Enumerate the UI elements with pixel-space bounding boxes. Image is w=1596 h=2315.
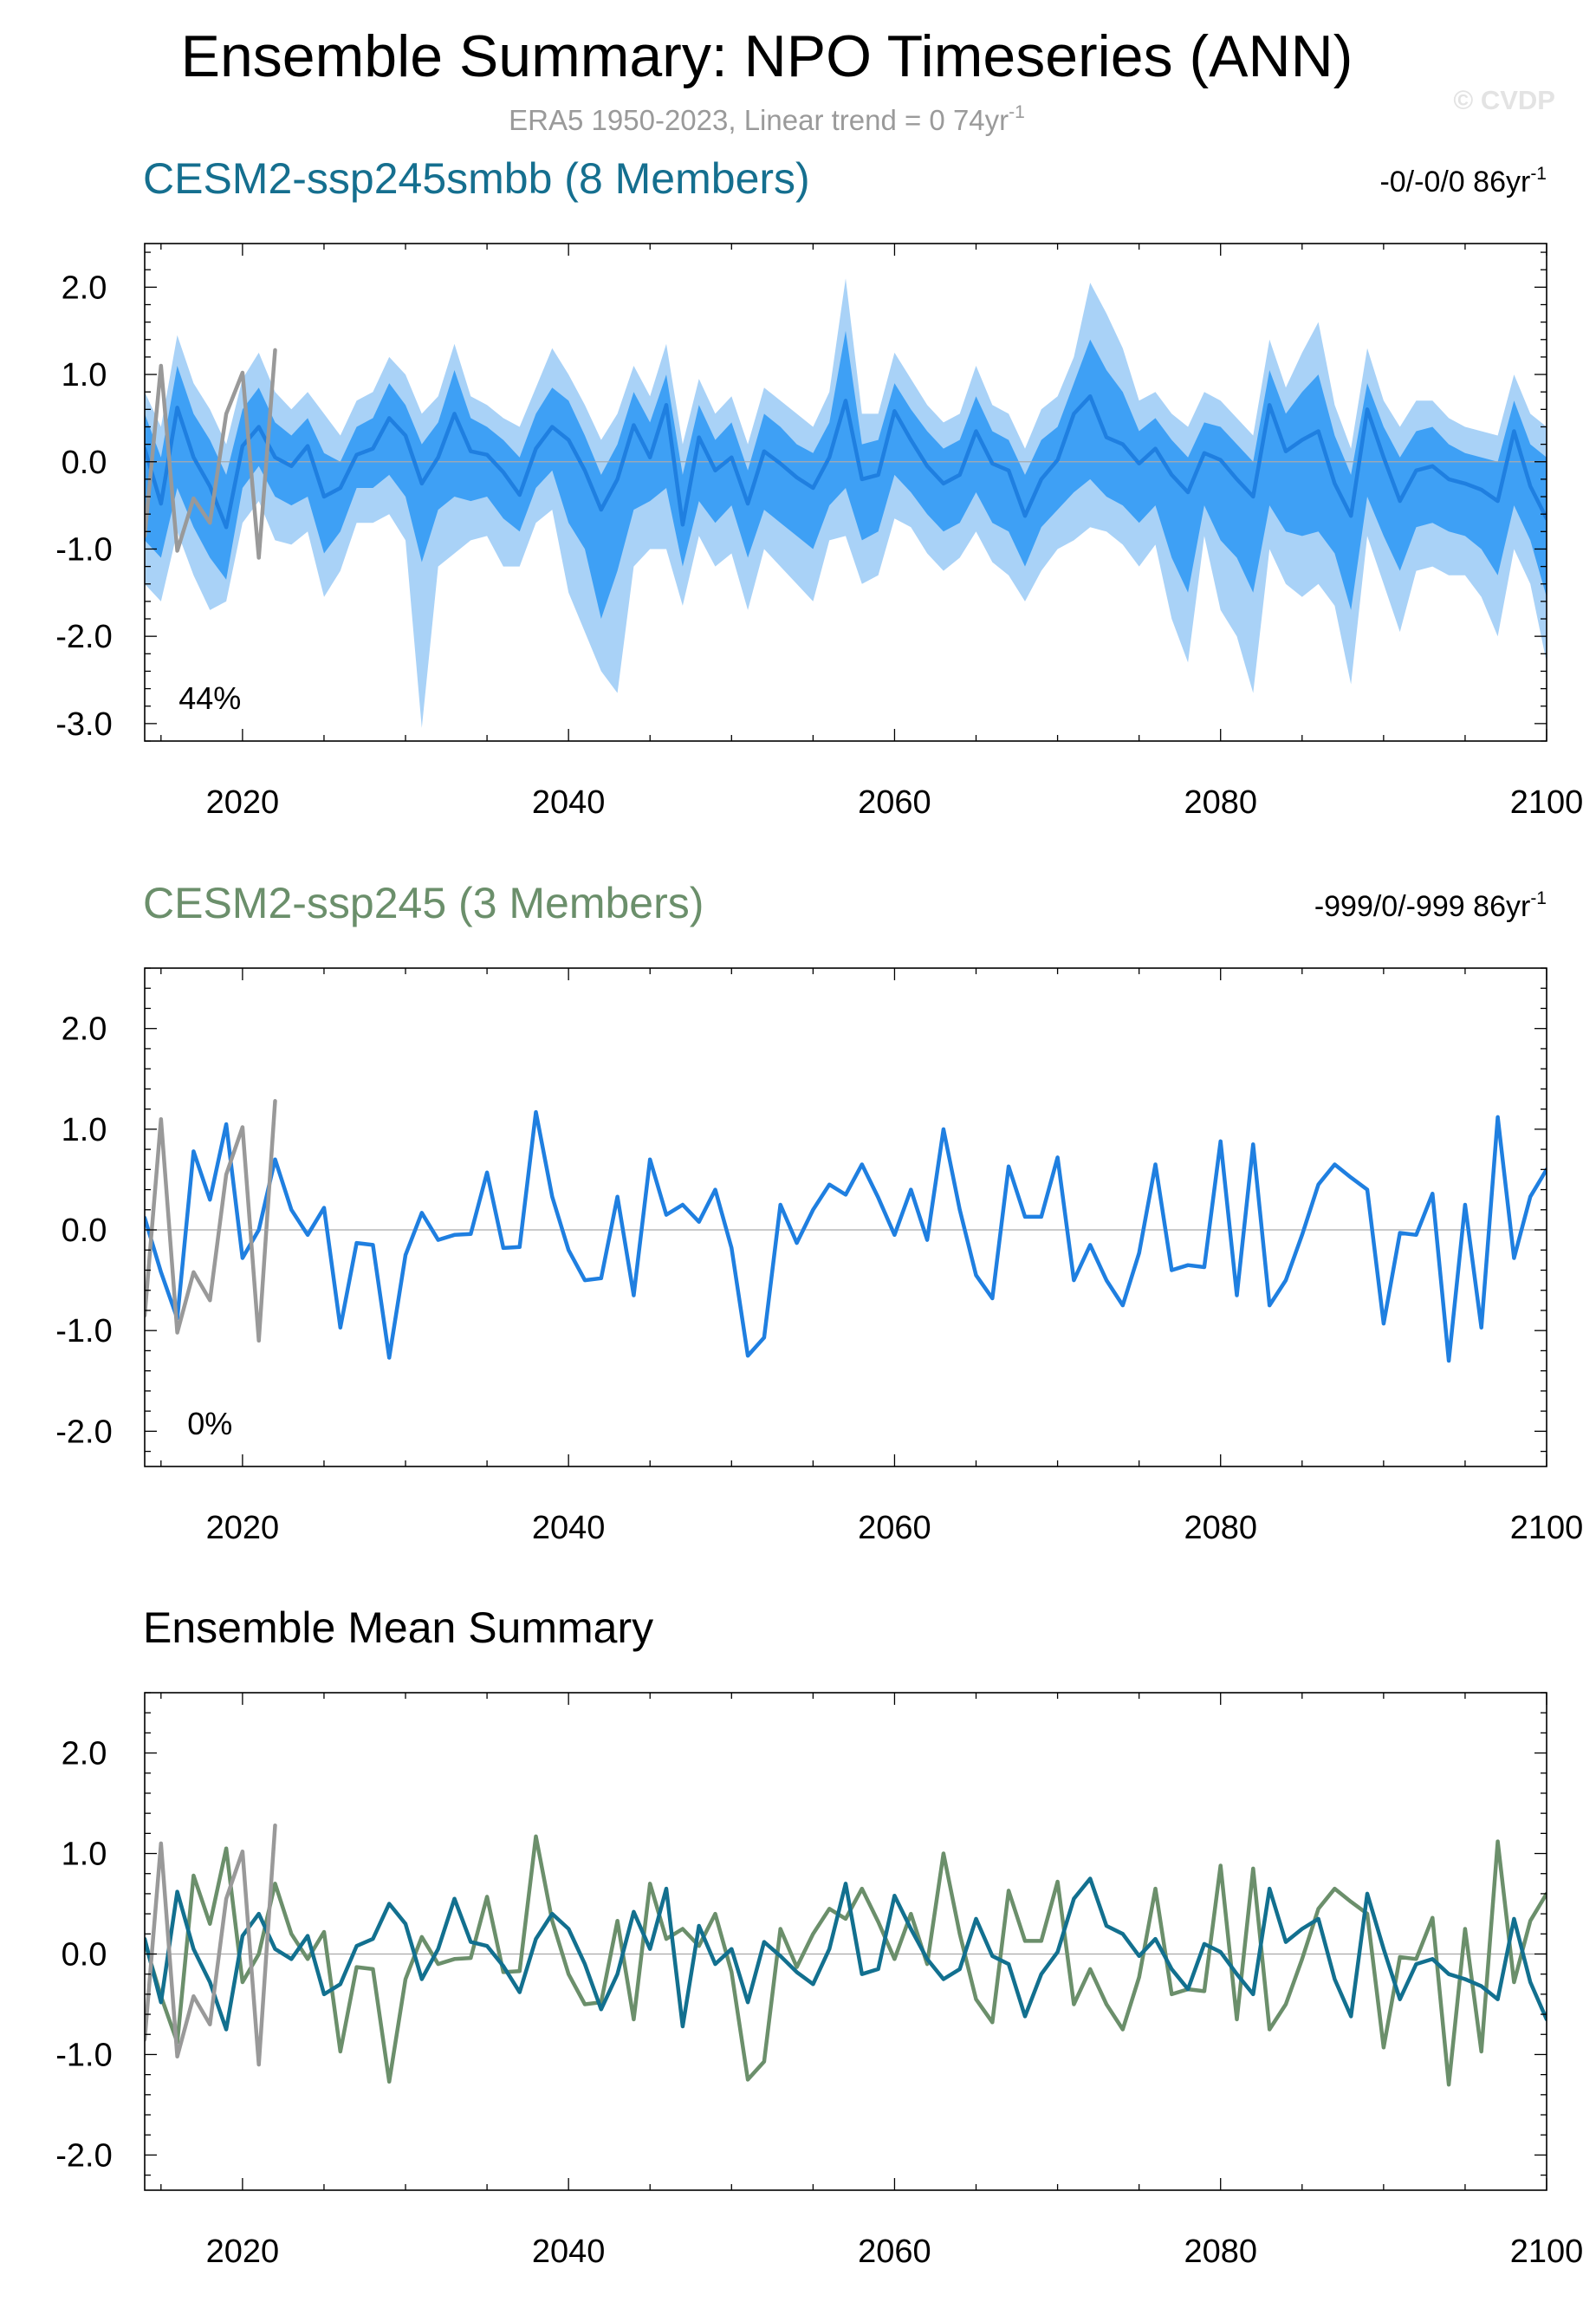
x-tick-label-ssp245: 2040	[532, 1510, 606, 1546]
ensemble-mean-line	[145, 393, 1547, 530]
x-tick-label-ssp245smbb: 2100	[1510, 784, 1584, 821]
y-tick-label-ensemble-mean: 1.0	[62, 1837, 107, 1873]
x-tick-label-ssp245smbb: 2080	[1184, 784, 1257, 821]
panel-trend-ssp245smbb: -0/-0/0 86yr-1	[1379, 164, 1547, 198]
x-tick-label-ssp245: 2020	[206, 1510, 280, 1546]
figure-subtitle: ERA5 1950-2023, Linear trend = 0 74yr-1	[509, 102, 1025, 136]
x-tick-label-ensemble-mean: 2040	[532, 2234, 606, 2270]
members-range-band	[145, 278, 1547, 728]
panel-ssp245smbb: CESM2-ssp245smbb (8 Members) -0/-0/0 86yr…	[55, 154, 1584, 821]
y-axis-ssp245smbb: 2.0 1.0 0.0 -1.0 -2.0 -3.0	[55, 251, 1547, 743]
y-tick-label-ssp245smbb: 1.0	[62, 357, 107, 393]
panel-ensemble-mean: Ensemble Mean Summary 2.0 1.0 0.0 -1.0 -2.0 20…	[55, 1603, 1584, 2270]
plot-frame-ensemble-mean	[144, 1692, 1547, 2191]
era5-obs-line	[145, 1823, 277, 2067]
x-tick-label-ssp245smbb: 2040	[532, 784, 606, 821]
y-tick-label-ssp245smbb: -2.0	[55, 619, 112, 655]
y-tick-label-ssp245smbb: 0.0	[62, 445, 107, 481]
x-tick-label-ssp245smbb: 2020	[206, 784, 280, 821]
ssp245-mean-line	[145, 1109, 1547, 1363]
trend-text-ssp245smbb: -0/-0/0 86yr	[1379, 166, 1530, 198]
ssp245-ensemble-mean-line	[145, 1834, 1547, 2087]
plot-area-ssp245smbb	[145, 278, 1547, 728]
era5-obs-line	[145, 1099, 277, 1343]
y-tick-label-ssp245: 0.0	[62, 1213, 107, 1249]
panel-annotation-ssp245smbb: 44%	[178, 680, 241, 716]
x-tick-label-ssp245: 2100	[1510, 1510, 1584, 1546]
x-tick-label-ensemble-mean: 2020	[206, 2234, 280, 2270]
figure-title: Ensemble Summary: NPO Timeseries (ANN)	[181, 23, 1353, 89]
x-tick-label-ssp245: 2080	[1184, 1510, 1257, 1546]
plot-frame-ssp245	[144, 967, 1547, 1467]
subtitle-text: ERA5 1950-2023, Linear trend = 0 74yr	[509, 104, 1009, 136]
cvdp-watermark: © CVDP	[1453, 85, 1555, 115]
y-tick-label-ensemble-mean: -1.0	[55, 2037, 112, 2073]
panel-trend-ssp245: -999/0/-999 86yr-1	[1314, 888, 1547, 923]
trend-text-ssp245: -999/0/-999 86yr	[1314, 890, 1531, 923]
y-tick-label-ssp245smbb: -1.0	[55, 531, 112, 568]
x-axis-ssp245smbb: 2020 2040 2060 2080 2100	[160, 244, 1584, 821]
x-axis-ssp245: 2020 2040 2060 2080 2100	[160, 968, 1584, 1546]
y-axis-ensemble-mean: 2.0 1.0 0.0 -1.0 -2.0	[55, 1692, 1547, 2176]
members-inner-band	[145, 330, 1547, 619]
trend-sup-ssp245: -1	[1530, 888, 1547, 908]
panel-title-ssp245smbb: CESM2-ssp245smbb (8 Members)	[143, 154, 810, 203]
y-tick-label-ssp245: 2.0	[62, 1011, 107, 1048]
y-tick-label-ssp245: -2.0	[55, 1414, 112, 1450]
x-axis-ensemble-mean: 2020 2040 2060 2080 2100	[160, 1693, 1584, 2270]
y-tick-label-ssp245: 1.0	[62, 1112, 107, 1148]
y-axis-ssp245: 2.0 1.0 0.0 -1.0 -2.0	[55, 967, 1547, 1453]
panel-ssp245: CESM2-ssp245 (3 Members) -999/0/-999 86yr…	[55, 879, 1583, 1546]
subtitle-sup: -1	[1009, 102, 1025, 122]
y-tick-label-ensemble-mean: -2.0	[55, 2137, 112, 2174]
trend-sup-ssp245smbb: -1	[1530, 164, 1547, 184]
y-tick-label-ensemble-mean: 2.0	[62, 1736, 107, 1772]
y-tick-label-ssp245smbb: -3.0	[55, 706, 112, 743]
y-tick-label-ssp245: -1.0	[55, 1313, 112, 1349]
x-tick-label-ensemble-mean: 2100	[1510, 2234, 1584, 2270]
x-tick-label-ensemble-mean: 2080	[1184, 2234, 1257, 2270]
panel-annotation-ssp245: 0%	[187, 1406, 232, 1441]
plot-area-ensemble-mean	[145, 1823, 1547, 2087]
x-tick-label-ssp245smbb: 2060	[858, 784, 931, 821]
y-tick-label-ssp245smbb: 2.0	[62, 270, 107, 306]
panel-title-ssp245: CESM2-ssp245 (3 Members)	[143, 879, 704, 927]
plot-frame-ssp245smbb	[144, 243, 1547, 742]
ssp245smbb-ensemble-mean-line	[145, 1876, 1547, 2032]
x-tick-label-ensemble-mean: 2060	[858, 2234, 931, 2270]
y-tick-label-ensemble-mean: 0.0	[62, 1936, 107, 1973]
x-tick-label-ssp245: 2060	[858, 1510, 931, 1546]
era5-obs-line	[145, 348, 277, 560]
plot-area-ssp245	[145, 1099, 1547, 1363]
panel-title-ensemble-mean: Ensemble Mean Summary	[143, 1603, 653, 1652]
